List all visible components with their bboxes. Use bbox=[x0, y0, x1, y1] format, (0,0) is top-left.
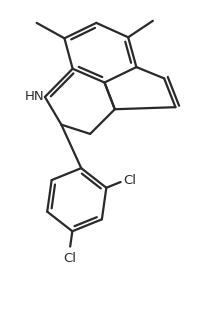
Text: Cl: Cl bbox=[63, 252, 76, 265]
Text: Cl: Cl bbox=[123, 174, 135, 188]
Text: HN: HN bbox=[24, 91, 44, 103]
